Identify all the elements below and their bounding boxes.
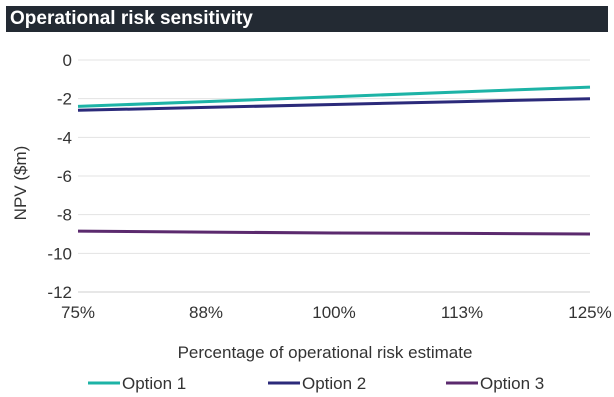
y-axis-ticks: 0 -2 -4 -6 -8 -10 -12 (47, 51, 72, 302)
y-tick-label: -12 (47, 283, 72, 302)
series-lines (77, 85, 591, 236)
series-line (77, 85, 591, 108)
y-tick-label: 0 (63, 51, 72, 70)
legend: Option 1 Option 2 Option 3 (88, 374, 544, 393)
x-tick-label: 88% (189, 303, 223, 322)
y-tick-label: -4 (57, 128, 72, 147)
series-line (77, 97, 591, 112)
x-axis-ticks: 75% 88% 100% 113% 125% (61, 303, 612, 322)
legend-label: Option 3 (480, 374, 544, 393)
x-tick-label: 75% (61, 303, 95, 322)
legend-label: Option 1 (122, 374, 186, 393)
x-axis-label: Percentage of operational risk estimate (178, 343, 473, 362)
x-tick-label: 113% (441, 303, 483, 322)
series-line (77, 229, 591, 236)
x-tick-label: 125% (568, 303, 611, 322)
chart-title: Operational risk sensitivity (6, 6, 608, 32)
y-tick-label: -8 (57, 206, 72, 225)
legend-label: Option 2 (302, 374, 366, 393)
y-tick-label: -6 (57, 167, 72, 186)
y-tick-label: -10 (47, 244, 72, 263)
y-tick-label: -2 (57, 90, 72, 109)
y-axis-label: NPV ($m) (11, 146, 30, 221)
x-tick-label: 100% (312, 303, 355, 322)
gridlines (78, 59, 590, 293)
